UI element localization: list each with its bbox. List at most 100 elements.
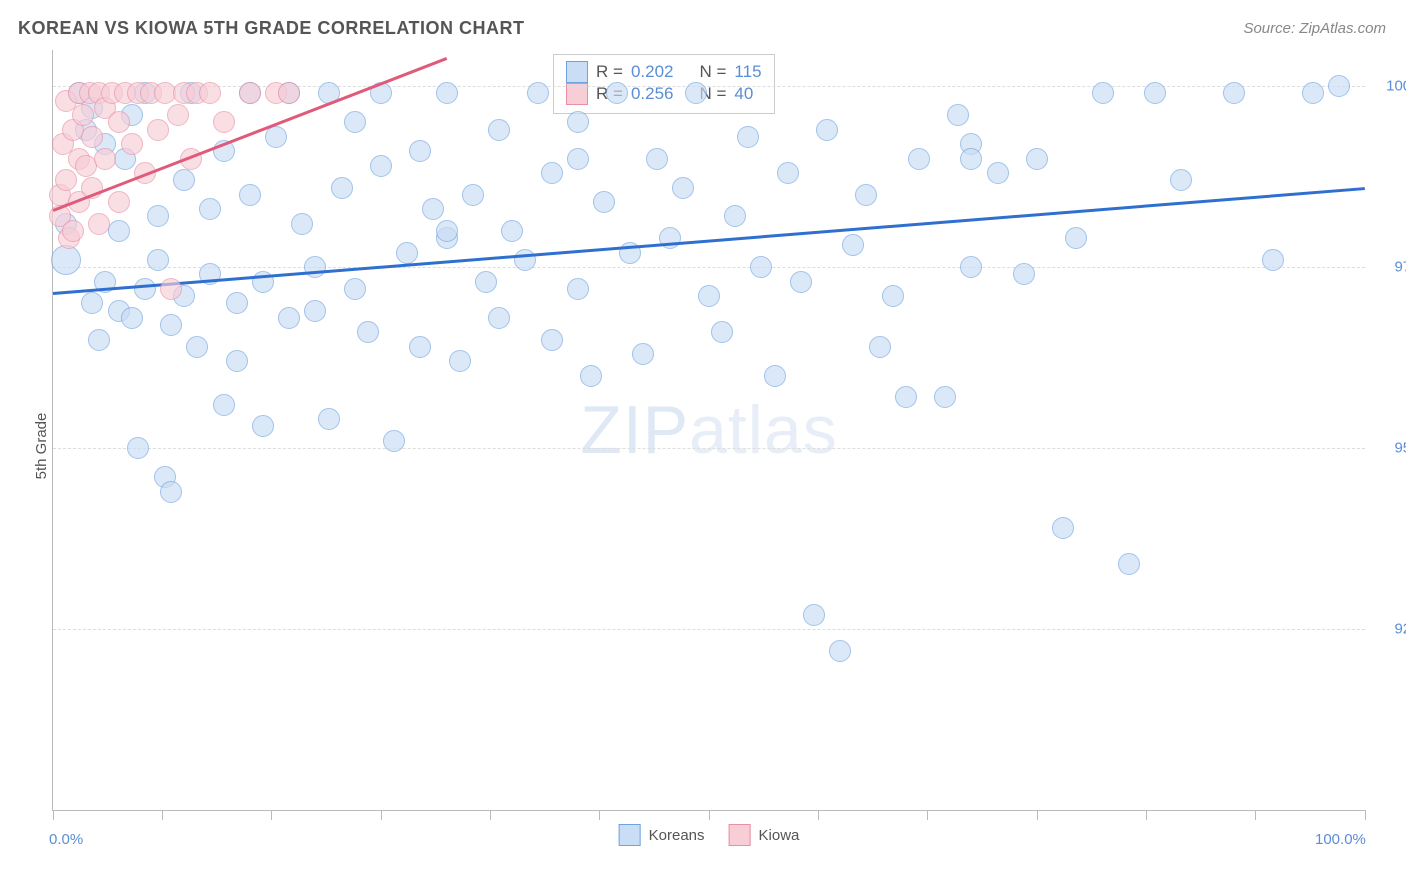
data-point	[580, 365, 602, 387]
source-label: Source: ZipAtlas.com	[1243, 20, 1386, 37]
data-point	[226, 292, 248, 314]
data-point	[167, 104, 189, 126]
plot-area: ZIPatlas R =0.202N =115R =0.256N =40 Kor…	[52, 50, 1365, 811]
data-point	[449, 350, 471, 372]
data-point	[199, 82, 221, 104]
legend-swatch	[729, 824, 751, 846]
chart-container: KOREAN VS KIOWA 5TH GRADE CORRELATION CH…	[0, 0, 1406, 892]
data-point	[81, 292, 103, 314]
data-point	[777, 162, 799, 184]
x-tick	[1146, 810, 1147, 820]
data-point	[1118, 553, 1140, 575]
x-tick	[818, 810, 819, 820]
data-point	[160, 278, 182, 300]
y-axis-label: 5th Grade	[33, 413, 50, 480]
data-point	[724, 205, 746, 227]
watermark: ZIPatlas	[580, 391, 837, 469]
data-point	[436, 82, 458, 104]
data-point	[357, 321, 379, 343]
data-point	[55, 169, 77, 191]
data-point	[147, 249, 169, 271]
data-point	[1144, 82, 1166, 104]
data-point	[304, 300, 326, 322]
gridline	[53, 629, 1365, 630]
data-point	[173, 169, 195, 191]
data-point	[160, 481, 182, 503]
data-point	[1026, 148, 1048, 170]
r-value: 0.202	[631, 61, 674, 83]
data-point	[737, 126, 759, 148]
data-point	[370, 155, 392, 177]
data-point	[567, 111, 589, 133]
stats-box: R =0.202N =115R =0.256N =40	[553, 54, 775, 114]
data-point	[829, 640, 851, 662]
data-point	[855, 184, 877, 206]
data-point	[226, 350, 248, 372]
data-point	[239, 82, 261, 104]
y-tick-label: 95.0%	[1377, 440, 1406, 457]
legend-item[interactable]: Kiowa	[729, 824, 800, 846]
data-point	[475, 271, 497, 293]
data-point	[304, 256, 326, 278]
data-point	[278, 307, 300, 329]
legend-item[interactable]: Koreans	[619, 824, 705, 846]
data-point	[1170, 169, 1192, 191]
data-point	[1065, 227, 1087, 249]
y-tick-label: 97.5%	[1377, 259, 1406, 276]
stats-row: R =0.202N =115	[566, 61, 762, 83]
data-point	[803, 604, 825, 626]
data-point	[186, 336, 208, 358]
data-point	[344, 278, 366, 300]
data-point	[947, 104, 969, 126]
x-tick	[381, 810, 382, 820]
x-tick	[709, 810, 710, 820]
data-point	[72, 104, 94, 126]
data-point	[987, 162, 1009, 184]
data-point	[147, 205, 169, 227]
data-point	[409, 140, 431, 162]
data-point	[147, 119, 169, 141]
data-point	[88, 213, 110, 235]
data-point	[934, 386, 956, 408]
data-point	[908, 148, 930, 170]
data-point	[1013, 263, 1035, 285]
data-point	[383, 430, 405, 452]
data-point	[1262, 249, 1284, 271]
data-point	[606, 82, 628, 104]
x-tick	[1037, 810, 1038, 820]
data-point	[646, 148, 668, 170]
data-point	[869, 336, 891, 358]
data-point	[121, 307, 143, 329]
data-point	[567, 148, 589, 170]
data-point	[593, 191, 615, 213]
data-point	[422, 198, 444, 220]
data-point	[62, 220, 84, 242]
data-point	[265, 126, 287, 148]
data-point	[331, 177, 353, 199]
x-tick	[490, 810, 491, 820]
x-tick	[927, 810, 928, 820]
data-point	[1328, 75, 1350, 97]
data-point	[396, 242, 418, 264]
data-point	[1223, 82, 1245, 104]
data-point	[488, 119, 510, 141]
data-point	[501, 220, 523, 242]
legend-label: Kiowa	[759, 827, 800, 844]
data-point	[88, 329, 110, 351]
data-point	[1092, 82, 1114, 104]
data-point	[541, 329, 563, 351]
data-point	[51, 245, 81, 275]
chart-title: KOREAN VS KIOWA 5TH GRADE CORRELATION CH…	[18, 18, 525, 39]
data-point	[213, 394, 235, 416]
gridline	[53, 267, 1365, 268]
legend: Koreans Kiowa	[619, 824, 800, 846]
x-tick	[53, 810, 54, 820]
x-tick	[599, 810, 600, 820]
data-point	[750, 256, 772, 278]
data-point	[121, 133, 143, 155]
n-label: N =	[699, 61, 726, 83]
data-point	[127, 437, 149, 459]
x-tick	[1365, 810, 1366, 820]
data-point	[882, 285, 904, 307]
data-point	[488, 307, 510, 329]
